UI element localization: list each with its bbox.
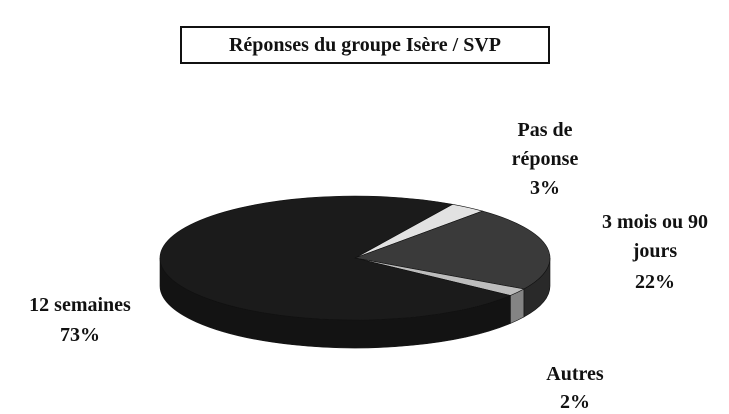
slice-value-label: 73% (60, 324, 100, 346)
chart-title: Réponses du groupe Isère / SVP (180, 26, 550, 64)
slice-value-label: 3% (530, 177, 560, 199)
pie-slice (353, 210, 551, 290)
pie-slice (159, 195, 512, 321)
slice-label: 12 semaines (29, 294, 131, 316)
slice-value-label: 2% (560, 391, 590, 413)
slice-value-label: 22% (635, 271, 675, 293)
slice-label: 3 mois ou 90 jours (601, 211, 709, 262)
slice-label: Pas de réponse (511, 119, 579, 170)
slice-label: Autres (546, 363, 604, 385)
